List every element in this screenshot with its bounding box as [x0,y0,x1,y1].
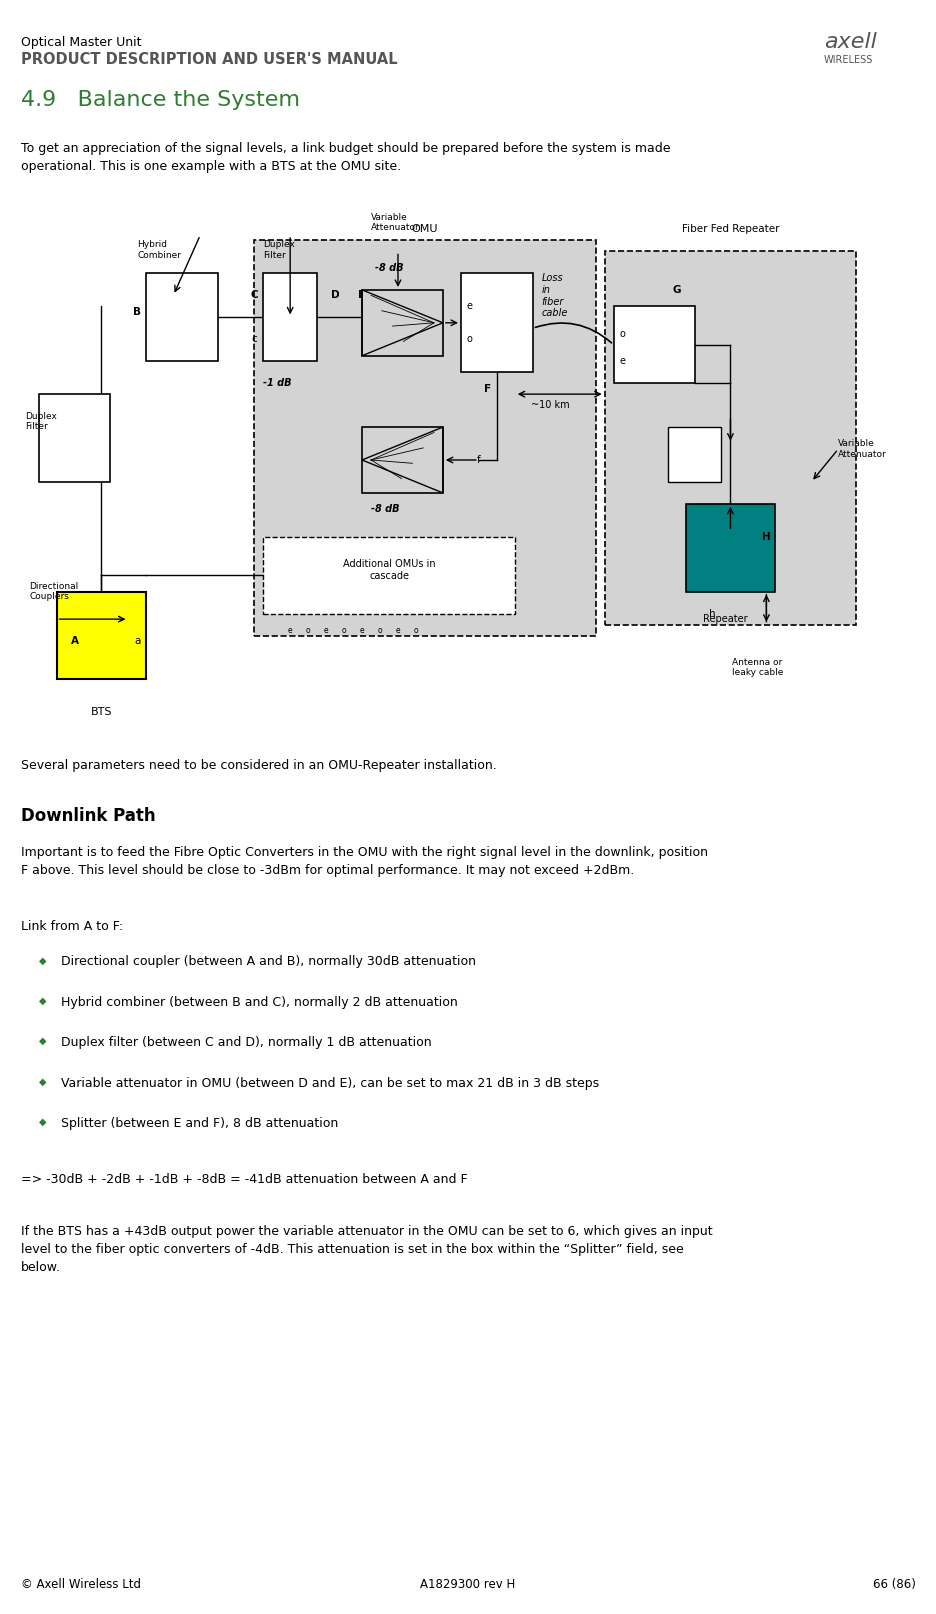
Bar [667,428,722,483]
Text: o: o [342,626,346,634]
Text: If the BTS has a +43dB output power the variable attenuator in the OMU can be se: If the BTS has a +43dB output power the … [21,1225,712,1273]
Text: Link from A to F:: Link from A to F: [21,920,123,933]
Text: OMU: OMU [412,224,438,234]
Bar [255,240,595,636]
Text: ◆: ◆ [39,1117,47,1127]
Text: e: e [396,626,401,634]
Text: f: f [477,455,481,465]
Text: -1 dB: -1 dB [263,378,292,387]
Text: WIRELESS: WIRELESS [824,55,873,65]
Text: Important is to feed the Fibre Optic Converters in the OMU with the right signal: Important is to feed the Fibre Optic Con… [21,846,708,876]
Text: To get an appreciation of the signal levels, a link budget should be prepared be: To get an appreciation of the signal lev… [21,142,670,173]
Text: c: c [252,334,257,344]
Text: o: o [467,334,473,344]
Text: Hybrid combiner (between B and C), normally 2 dB attenuation: Hybrid combiner (between B and C), norma… [61,996,458,1009]
Text: Duplex
Filter: Duplex Filter [263,240,295,260]
Bar [461,273,533,373]
Text: Variable
Attenuator: Variable Attenuator [839,439,887,458]
Text: Downlink Path: Downlink Path [21,807,155,825]
Text: C: C [251,291,258,300]
Text: B: B [134,307,141,316]
Text: G: G [672,286,680,295]
Bar [263,537,515,613]
Text: Repeater: Repeater [704,613,748,623]
Text: -8 dB: -8 dB [374,263,403,273]
Text: Antenna or
leaky cable: Antenna or leaky cable [732,657,783,676]
Text: Duplex filter (between C and D), normally 1 dB attenuation: Duplex filter (between C and D), normall… [61,1036,431,1049]
Text: axell: axell [824,32,876,52]
Text: E: E [358,291,366,300]
Text: e: e [467,302,473,312]
Text: ◆: ◆ [39,1077,47,1086]
Bar [56,592,146,679]
Text: Hybrid
Combiner: Hybrid Combiner [138,240,182,260]
Text: ◆: ◆ [39,996,47,1006]
Text: Variable attenuator in OMU (between D and E), can be set to max 21 dB in 3 dB st: Variable attenuator in OMU (between D an… [61,1077,599,1089]
Bar [146,273,218,362]
Text: A1829300 rev H: A1829300 rev H [420,1578,516,1591]
Text: -8 dB: -8 dB [371,505,400,515]
Text: A: A [70,636,79,646]
Text: Optical Master Unit: Optical Master Unit [21,36,141,48]
Text: PRODUCT DESCRIPTION AND USER'S MANUAL: PRODUCT DESCRIPTION AND USER'S MANUAL [21,52,397,66]
Text: Several parameters need to be considered in an OMU-Repeater installation.: Several parameters need to be considered… [21,759,496,771]
Text: a: a [134,636,140,646]
Text: BTS: BTS [91,707,112,717]
Text: ◆: ◆ [39,955,47,965]
Bar [263,273,317,362]
Bar [685,504,775,592]
Text: Variable
Attenuator: Variable Attenuator [371,213,419,232]
Text: g: g [709,428,716,437]
Text: © Axell Wireless Ltd: © Axell Wireless Ltd [21,1578,140,1591]
Text: o: o [414,626,418,634]
Text: h: h [709,608,716,618]
Text: => -30dB + -2dB + -1dB + -8dB = -41dB attenuation between A and F: => -30dB + -2dB + -1dB + -8dB = -41dB at… [21,1173,467,1186]
Text: o: o [306,626,311,634]
Text: Loss
in
fiber
cable: Loss in fiber cable [542,273,568,318]
Bar [362,428,443,492]
Bar [38,394,110,483]
Text: H: H [762,533,770,542]
Text: Duplex
Filter: Duplex Filter [25,412,57,431]
Text: e: e [359,626,364,634]
Text: Fiber Fed Repeater: Fiber Fed Repeater [681,224,779,234]
Text: e: e [288,626,292,634]
Text: F: F [484,384,491,394]
Text: Directional coupler (between A and B), normally 30dB attenuation: Directional coupler (between A and B), n… [61,955,475,968]
Bar [614,307,695,383]
Text: 4.9   Balance the System: 4.9 Balance the System [21,90,300,110]
Text: ~10 km: ~10 km [532,400,570,410]
Text: o: o [378,626,382,634]
Text: Additional OMUs in
cascade: Additional OMUs in cascade [343,558,435,581]
Text: e: e [324,626,329,634]
Text: e: e [620,357,625,366]
Bar [362,291,443,355]
Text: ◆: ◆ [39,1036,47,1046]
Bar [605,252,856,625]
Text: Splitter (between E and F), 8 dB attenuation: Splitter (between E and F), 8 dB attenua… [61,1117,338,1130]
Text: 66 (86): 66 (86) [872,1578,915,1591]
Text: Directional
Couplers: Directional Couplers [30,583,79,602]
Text: o: o [620,329,625,339]
Text: D: D [330,291,340,300]
